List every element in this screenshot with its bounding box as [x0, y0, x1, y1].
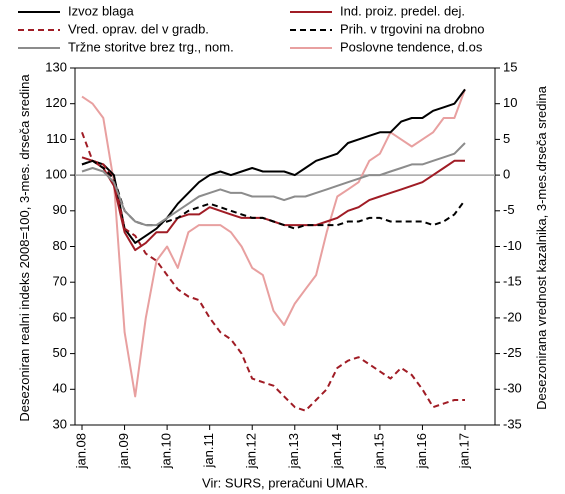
- x-tick-label: jan.14: [329, 433, 344, 469]
- y-tick-label: 40: [53, 381, 67, 396]
- y-tick-label: 80: [53, 238, 67, 253]
- y-tick-label: 90: [53, 202, 67, 217]
- y2-tick-label: -5: [503, 202, 515, 217]
- y2-tick-label: 10: [503, 95, 517, 110]
- legend-label: Ind. proiz. predel. dej.: [340, 3, 465, 18]
- x-tick-label: jan.12: [244, 433, 259, 469]
- x-tick-label: jan.10: [159, 433, 174, 469]
- x-tick-label: jan.11: [201, 433, 216, 468]
- x-tick-label: jan.17: [456, 433, 471, 469]
- series-line: [81, 89, 466, 398]
- y2-tick-label: -25: [503, 345, 522, 360]
- y2-tick-label: 5: [503, 131, 510, 146]
- x-tick-label: jan.16: [414, 433, 429, 469]
- y2-tick-label: -35: [503, 416, 522, 431]
- y2-tick-label: 15: [503, 59, 517, 74]
- y2-tick-label: -10: [503, 238, 522, 253]
- series-line: [81, 142, 466, 227]
- y2-axis-title: Desezonirana vrednost kazalnika, 3-mes.d…: [534, 86, 549, 410]
- legend-label: Izvoz blaga: [68, 3, 135, 18]
- x-tick-label: jan.08: [73, 433, 88, 469]
- y-tick-label: 110: [46, 131, 67, 146]
- legend-label: Vred. oprav. del v gradb.: [68, 21, 209, 36]
- x-tick-label: jan.13: [286, 433, 301, 469]
- y2-tick-label: 0: [503, 167, 510, 182]
- y2-tick-label: -20: [503, 309, 522, 324]
- series-line: [81, 159, 466, 230]
- y-tick-label: 120: [45, 95, 67, 110]
- y-tick-label: 60: [53, 309, 67, 324]
- y2-tick-label: -30: [503, 381, 522, 396]
- y-axis-title: Desezoniran realni indeks 2008=100, 3-me…: [17, 74, 32, 422]
- y2-tick-label: -15: [503, 274, 522, 289]
- y-tick-label: 70: [53, 274, 67, 289]
- x-tick-label: jan.15: [371, 433, 386, 469]
- legend-label: Poslovne tendence, d.os: [340, 39, 483, 54]
- series-line: [81, 88, 466, 244]
- y-tick-label: 130: [45, 59, 67, 74]
- y-tick-label: 100: [45, 167, 67, 182]
- legend-label: Prih. v trgovini na drobno: [340, 21, 485, 36]
- series-line: [81, 131, 465, 412]
- x-tick-label: jan.09: [116, 433, 131, 469]
- y-tick-label: 30: [53, 416, 67, 431]
- y-tick-label: 50: [53, 345, 67, 360]
- x-axis-title: Vir: SURS, preračuni UMAR.: [202, 475, 368, 490]
- legend-label: Tržne storitve brez trg., nom.: [68, 39, 234, 54]
